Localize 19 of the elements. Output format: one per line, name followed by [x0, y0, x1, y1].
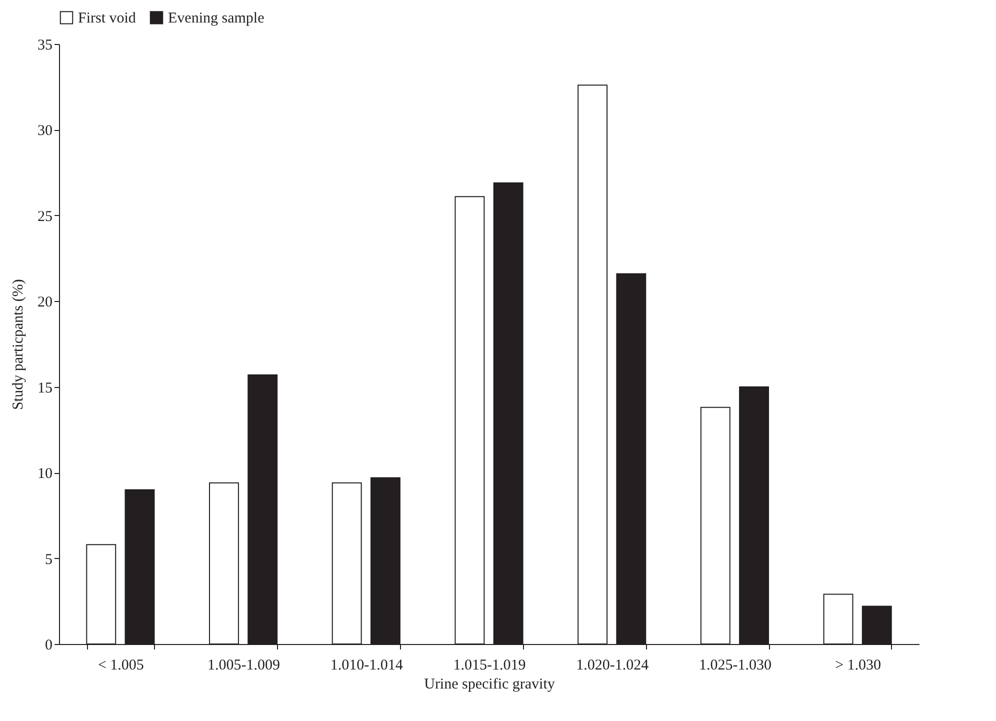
y-tick-label: 15	[38, 380, 52, 396]
legend-label: Evening sample	[168, 10, 265, 27]
y-tick-label: 35	[38, 38, 52, 54]
x-tick-label: > 1.030	[835, 658, 882, 674]
y-tick-label: 30	[38, 123, 52, 140]
x-tick-label: 1.010-1.014	[330, 658, 404, 674]
legend-label: First void	[78, 10, 136, 27]
y-tick-label: 25	[38, 208, 52, 225]
y-tick-label: 10	[38, 466, 52, 482]
y-tick-label: 0	[45, 638, 52, 654]
x-axis-title: Urine specific gravity	[424, 676, 556, 692]
x-tick-label: 1.020-1.024	[576, 658, 650, 674]
y-axis-title: Study particpants (%)	[10, 279, 26, 410]
x-tick-label: < 1.005	[98, 658, 144, 674]
x-tick-label: 1.025-1.030	[698, 658, 772, 674]
x-tick-label: 1.015-1.019	[453, 658, 526, 674]
y-tick-label: 5	[45, 552, 52, 568]
x-tick-label: 1.005-1.009	[208, 658, 280, 674]
y-tick-label: 20	[38, 294, 52, 311]
